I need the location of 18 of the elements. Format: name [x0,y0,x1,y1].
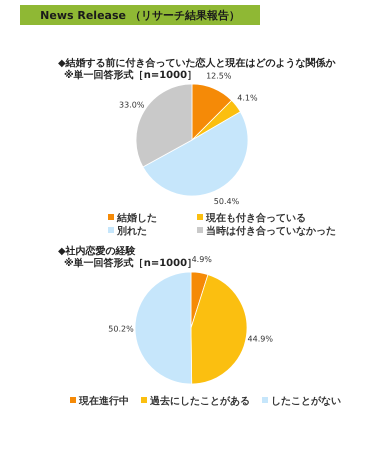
data-label: 4.9% [192,254,212,264]
chart-title: ◆社内恋愛の経験 [58,245,137,257]
legend-label: 当時は付き合っていなかった [206,225,336,237]
chart-subtitle: ※単一回答形式［n=1000］ [64,69,198,81]
legend-label: 現在進行中 [78,395,129,407]
data-label: 33.0% [119,100,145,110]
legend-label: 現在も付き合っている [205,212,306,224]
chart-title: ◆結婚する前に付き合っていた恋人と現在はどのような関係か [58,57,337,69]
legend-label: 過去にしたことがある [149,395,250,407]
data-label: 50.4% [214,196,240,206]
data-label: 50.2% [108,324,134,334]
legend-label: したことがない [271,396,341,407]
data-label: 44.9% [248,334,274,344]
text: News Release （リサーチ結果報告） [40,9,240,22]
data-label: 4.1% [237,93,258,102]
legend-label: 結婚した [116,212,157,224]
legend-label: 別れた [116,225,147,237]
data-label: 12.5% [206,71,232,80]
